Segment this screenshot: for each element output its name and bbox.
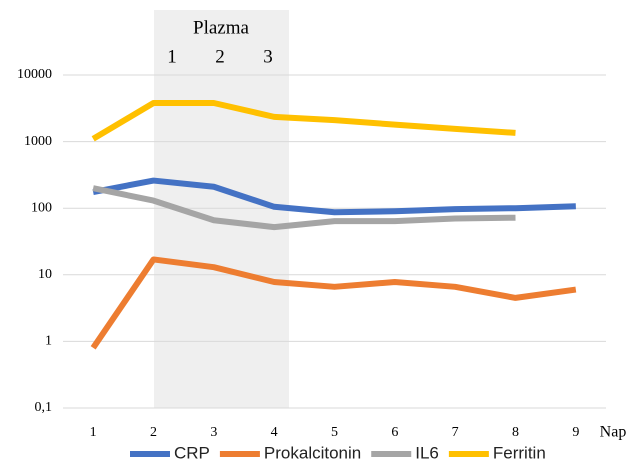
- x-tick-label: 1: [90, 425, 97, 440]
- data-line: [91, 99, 516, 142]
- data-line: [92, 185, 516, 231]
- x-tick-label: 2: [150, 425, 157, 440]
- y-tick-label: 10: [38, 267, 52, 282]
- y-tick-label: 10000: [17, 67, 52, 82]
- data-line: [90, 256, 577, 350]
- x-tick-label: 6: [391, 425, 398, 440]
- x-tick-label: 7: [452, 425, 459, 440]
- x-tick-label: 8: [512, 425, 519, 440]
- x-tick-label: 3: [210, 425, 217, 440]
- annotation-title: Plazma: [193, 17, 249, 38]
- annotation-label: 2: [215, 46, 225, 67]
- y-tick-label: 0,1: [35, 400, 53, 415]
- y-tick-label: 1000: [24, 134, 52, 149]
- annotation-label: 3: [263, 46, 273, 67]
- legend-label: Prokalcitonin: [264, 443, 361, 462]
- x-tick-label: 5: [331, 425, 338, 440]
- legend-label: IL6: [415, 443, 439, 462]
- x-axis-label: Nap: [600, 424, 627, 441]
- legend-label: CRP: [174, 443, 210, 462]
- x-tick-label: 9: [572, 425, 579, 440]
- y-tick-label: 1: [45, 334, 52, 349]
- y-tick-label: 100: [31, 200, 52, 215]
- x-tick-label: 4: [271, 425, 278, 440]
- annotation-label: 1: [167, 46, 177, 67]
- data-line: [92, 177, 576, 216]
- legend-label: Ferritin: [493, 443, 546, 462]
